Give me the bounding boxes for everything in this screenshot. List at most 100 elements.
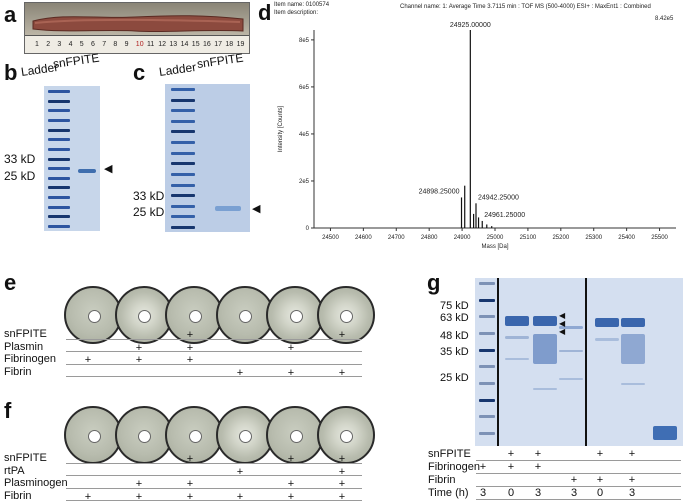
f-row-line xyxy=(66,475,362,476)
f-plus-mark: + xyxy=(338,465,346,478)
g-cell: + xyxy=(570,474,578,486)
spectrum-channel-name: Channel name: 1: Average Time 3.7115 min… xyxy=(400,4,651,10)
gel-g-lane-3-band xyxy=(559,350,583,352)
g-cell: + xyxy=(628,448,636,460)
panel-label-a: a xyxy=(4,2,17,27)
x-tick-label: 25300 xyxy=(585,235,602,241)
f-plus-mark: + xyxy=(186,453,194,465)
e-plus-mark: + xyxy=(186,329,194,341)
peak-label: 24942.25000 xyxy=(478,194,519,201)
dish-e-3 xyxy=(165,286,223,344)
ruler-numbers: 1 2 3 4 5 6 7 8 9 10 11 12 13 14 15 16 17 18 19 xyxy=(25,41,249,53)
e-plus-mark: + xyxy=(287,341,295,354)
g-row-label: Time (h) xyxy=(428,487,469,499)
x-tick-label: 25000 xyxy=(487,235,504,241)
g-cell: 3 xyxy=(570,487,578,499)
ruler-number: 12 xyxy=(158,41,166,48)
panel-label-f: f xyxy=(4,398,12,423)
f-plus-mark: + xyxy=(186,478,194,490)
gel-c-arrowhead: ◀ xyxy=(252,203,261,215)
f-row-line xyxy=(66,500,362,501)
g-row-line xyxy=(476,460,681,461)
gel-g-divider-right xyxy=(585,278,587,446)
ladder-band xyxy=(479,398,495,402)
x-tick-label: 24800 xyxy=(421,235,438,241)
f-row-label: Plasminogen xyxy=(4,477,68,489)
ruler-number: 1 xyxy=(35,41,39,48)
gel-c-ladder-label: Ladder xyxy=(158,59,198,79)
ladder-band xyxy=(479,432,495,435)
mass-spectrum-chart: 24500 24600 24700 24800 24900 25000 25100 25200… xyxy=(278,22,676,250)
ladder-band xyxy=(48,205,70,209)
panel-label-g: g xyxy=(427,270,441,295)
gel-g-lane-2-band xyxy=(533,334,557,364)
f-plus-mark: + xyxy=(236,465,244,478)
gel-c-sample-label: snFPITE xyxy=(196,50,245,71)
x-tick-label: 25100 xyxy=(520,235,537,241)
ladder-band xyxy=(48,186,70,190)
e-row-label: Plasmin xyxy=(4,340,44,353)
e-plus-mark: + xyxy=(186,341,194,354)
ladder-band xyxy=(479,298,495,302)
x-tick-label: 25200 xyxy=(552,235,569,241)
gel-g-marker: 63 kD xyxy=(440,312,469,324)
f-row-line xyxy=(66,487,362,489)
spectrum-max-intensity: 8.42e5 xyxy=(655,16,674,22)
g-cell: + xyxy=(628,474,636,486)
gel-c xyxy=(165,84,250,232)
dish-f-1 xyxy=(64,406,122,464)
x-tick-label: 24600 xyxy=(355,235,372,241)
g-cell: + xyxy=(507,461,515,473)
x-tick-label: 25400 xyxy=(618,235,635,241)
gel-g-lane-2-band xyxy=(533,388,557,390)
g-cell: 3 xyxy=(628,487,636,499)
f-plus-mark: + xyxy=(186,490,194,503)
g-cell: + xyxy=(596,474,604,486)
ladder-band xyxy=(48,176,70,180)
e-row-label: snFPITE xyxy=(4,328,47,340)
gel-g-markers: 75 kD 63 kD 48 kD 35 kD 25 kD xyxy=(440,278,475,446)
ladder-band xyxy=(171,130,195,134)
gel-g-lane-5-band xyxy=(621,334,645,364)
e-row-line xyxy=(66,363,362,365)
gel-g-lane-5-band xyxy=(621,383,645,385)
gel-c-sample-band xyxy=(215,206,241,211)
gel-g-divider-left xyxy=(497,278,499,446)
gel-b xyxy=(44,86,100,231)
ruler-number: 6 xyxy=(91,41,95,48)
ladder-band xyxy=(171,88,195,91)
f-plus-mark: + xyxy=(338,490,346,503)
ladder-band xyxy=(48,99,70,103)
e-plus-mark: + xyxy=(338,329,346,341)
f-plus-mark: + xyxy=(287,478,295,490)
ladder-band xyxy=(48,225,70,228)
e-plus-mark: + xyxy=(186,354,194,366)
e-plus-mark: + xyxy=(338,366,346,379)
panel-label-b: b xyxy=(4,60,18,85)
dish-e-2 xyxy=(114,286,173,344)
gel-b-marker-33: 33 kD xyxy=(4,152,36,166)
ruler-number: 15 xyxy=(191,41,200,48)
dish-e-1 xyxy=(64,286,122,344)
ruler-number: 10 xyxy=(135,41,144,48)
ladder-band xyxy=(48,196,70,200)
e-plus-mark: + xyxy=(287,366,295,379)
ruler-number: 19 xyxy=(236,41,245,48)
gel-g-marker: 25 kD xyxy=(440,372,469,384)
ladder-band xyxy=(479,382,495,385)
ladder-band xyxy=(171,151,195,155)
ladder-band xyxy=(171,98,195,102)
f-plus-mark: + xyxy=(287,490,295,503)
gel-g-lane-4-band xyxy=(595,338,619,341)
gel-g-lane-6-band xyxy=(653,426,677,440)
g-cell: + xyxy=(507,448,515,460)
gel-g-lane-1-band xyxy=(505,316,529,326)
ladder-band xyxy=(479,415,495,419)
gel-g-lane-3-band xyxy=(559,378,583,380)
ruler-number: 2 xyxy=(46,41,51,48)
e-row-line xyxy=(66,338,362,340)
ruler-number: 9 xyxy=(124,41,129,48)
dish-f-3 xyxy=(165,406,223,464)
panel-e-condition-table: snFPITE + + Plasmin + + + Fibrinogen + + + Fibrin + +… xyxy=(0,328,420,392)
e-plus-mark: + xyxy=(236,366,244,379)
